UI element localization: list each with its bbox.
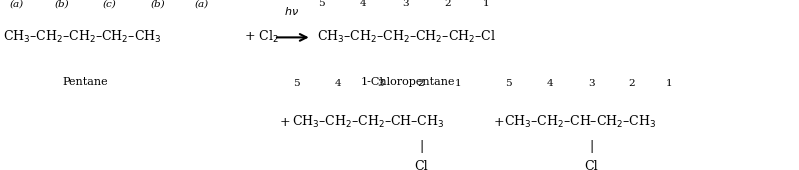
Text: 2: 2 <box>418 79 424 88</box>
Text: Pentane: Pentane <box>62 77 109 87</box>
Text: $h\nu$: $h\nu$ <box>284 5 299 17</box>
Text: CH$_3$–CH$_2$–CH–CH$_2$–CH$_3$: CH$_3$–CH$_2$–CH–CH$_2$–CH$_3$ <box>504 114 657 130</box>
Text: +: + <box>280 116 290 129</box>
Text: 1: 1 <box>455 79 461 88</box>
Text: 1: 1 <box>666 79 673 88</box>
Text: 1: 1 <box>483 0 490 8</box>
Text: 4: 4 <box>360 0 366 8</box>
Text: 3: 3 <box>588 79 594 88</box>
Text: CH$_3$–CH$_2$–CH$_2$–CH–CH$_3$: CH$_3$–CH$_2$–CH$_2$–CH–CH$_3$ <box>292 114 445 130</box>
Text: + Cl$_2$: + Cl$_2$ <box>244 29 278 45</box>
Text: 3: 3 <box>377 79 384 88</box>
Text: (a): (a) <box>194 0 209 8</box>
Text: 3: 3 <box>403 0 409 8</box>
Text: 4: 4 <box>547 79 553 88</box>
Text: 1-Chloropentane: 1-Chloropentane <box>360 77 455 87</box>
Text: (b): (b) <box>54 0 69 8</box>
Text: Cl: Cl <box>584 160 598 170</box>
Text: 2: 2 <box>629 79 635 88</box>
Text: 5: 5 <box>505 79 511 88</box>
Text: (b): (b) <box>150 0 165 8</box>
Text: CH$_3$–CH$_2$–CH$_2$–CH$_2$–CH$_2$–Cl: CH$_3$–CH$_2$–CH$_2$–CH$_2$–CH$_2$–Cl <box>317 29 496 45</box>
Text: 4: 4 <box>335 79 341 88</box>
Text: |: | <box>419 140 423 153</box>
Text: +: + <box>494 116 504 129</box>
Text: 5: 5 <box>293 79 300 88</box>
Text: 2: 2 <box>444 0 451 8</box>
Text: CH$_3$–CH$_2$–CH$_2$–CH$_2$–CH$_3$: CH$_3$–CH$_2$–CH$_2$–CH$_2$–CH$_3$ <box>3 29 161 45</box>
Text: (a): (a) <box>10 0 24 8</box>
Text: (c): (c) <box>102 0 116 8</box>
Text: |: | <box>589 140 594 153</box>
Text: 5: 5 <box>318 0 324 8</box>
Text: Cl: Cl <box>414 160 428 170</box>
